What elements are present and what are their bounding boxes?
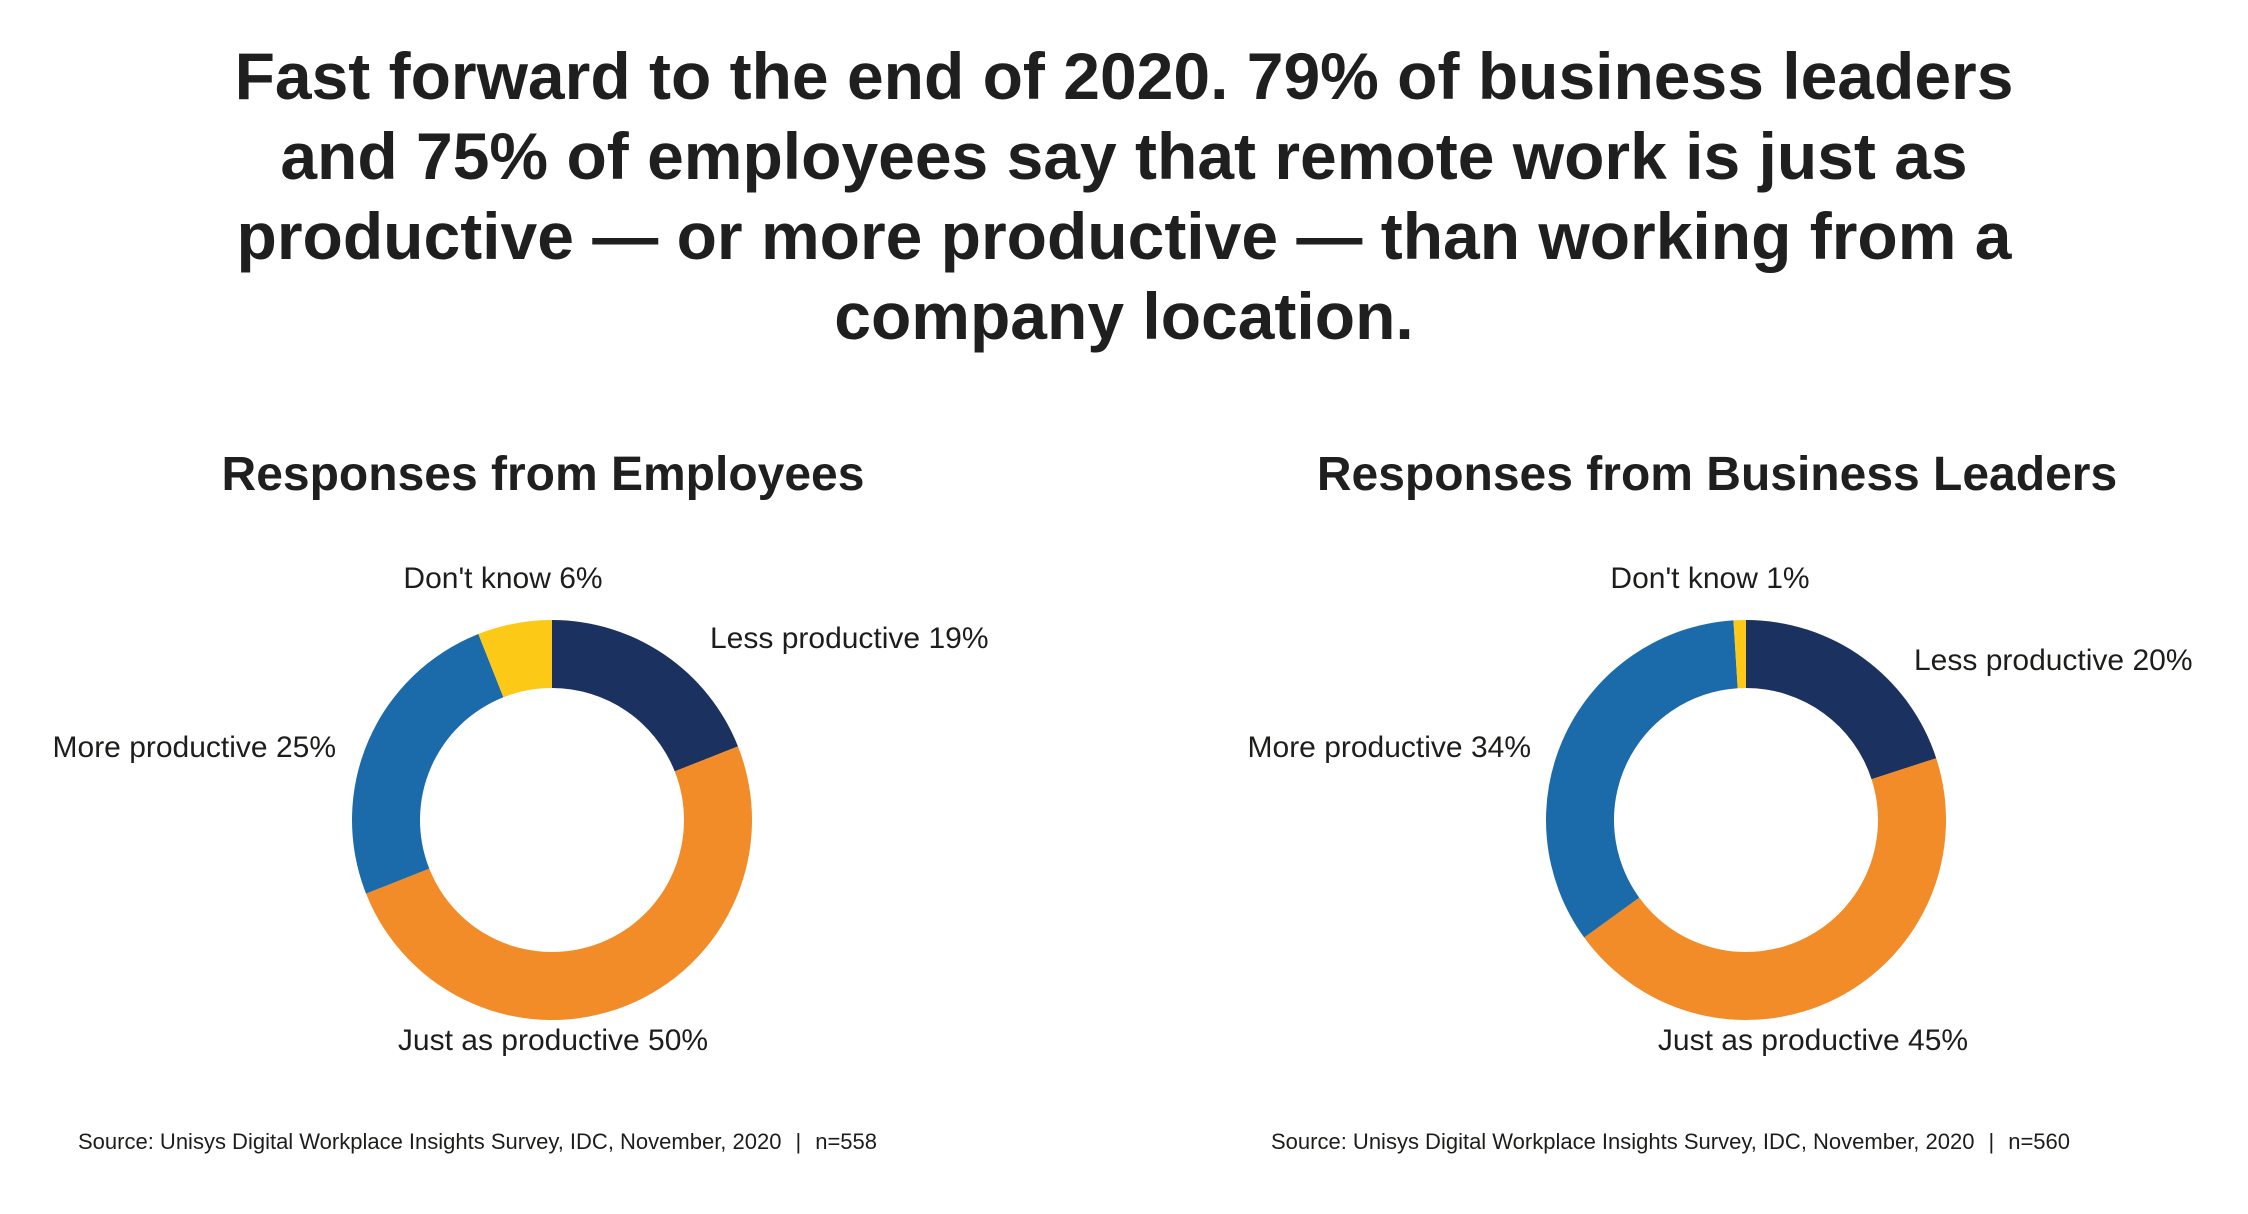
- slice-label-less-productive: Less productive 20%: [1914, 644, 2193, 677]
- source-text: Source: Unisys Digital Workplace Insight…: [1271, 1129, 1975, 1154]
- slice-more-productive: [1545, 620, 1738, 938]
- sample-size: n=558: [815, 1129, 877, 1154]
- source-separator: |: [1988, 1129, 1995, 1154]
- slice-label-don-t-know: Don't know 1%: [1610, 562, 1809, 595]
- slice-label-just-as-productive: Just as productive 50%: [398, 1024, 708, 1057]
- slice-just-as-productive: [366, 746, 752, 1021]
- slice-label-less-productive: Less productive 19%: [710, 622, 989, 655]
- slice-don-t-know: [478, 620, 552, 698]
- source-separator: |: [795, 1129, 802, 1154]
- source-text: Source: Unisys Digital Workplace Insight…: [78, 1129, 782, 1154]
- headline: Fast forward to the end of 2020. 79% of …: [234, 39, 2014, 353]
- slice-less-productive: [1746, 620, 1937, 780]
- chart-title-business-leaders: Responses from Business Leaders: [1316, 448, 2118, 501]
- slice-just-as-productive: [1584, 758, 1946, 1020]
- sample-size: n=560: [2008, 1129, 2070, 1154]
- source-note-employees: Source: Unisys Digital Workplace Insight…: [78, 1127, 877, 1157]
- slice-less-productive: [552, 620, 738, 772]
- source-note-business-leaders: Source: Unisys Digital Workplace Insight…: [1271, 1127, 2070, 1157]
- slice-more-productive: [351, 634, 504, 894]
- slice-label-just-as-productive: Just as productive 45%: [1658, 1024, 1968, 1057]
- slice-label-more-productive: More productive 34%: [1248, 731, 1531, 764]
- chart-title-employees: Responses from Employees: [221, 448, 865, 501]
- slice-don-t-know: [1733, 620, 1746, 689]
- slice-label-more-productive: More productive 25%: [53, 731, 336, 764]
- slice-label-don-t-know: Don't know 6%: [403, 562, 602, 595]
